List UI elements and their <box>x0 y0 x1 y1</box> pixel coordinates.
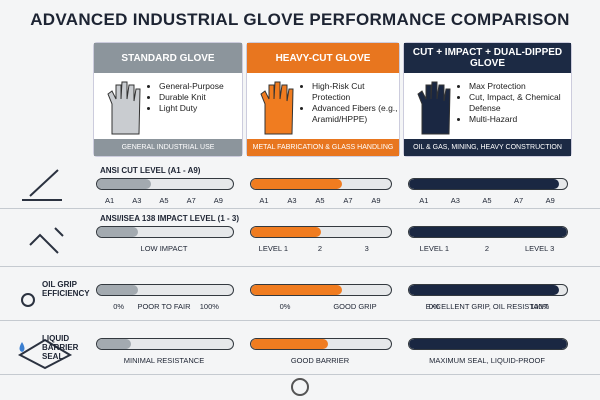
bullet-list: Max ProtectionCut, Impact, & Chemical De… <box>459 81 571 125</box>
gauge-label: A9 <box>371 196 381 205</box>
gauge-fill <box>97 227 138 237</box>
column-footer: METAL FABRICATION & GLASS HANDLING <box>247 139 399 156</box>
gauge-label: MINIMAL RESISTANCE <box>123 356 205 365</box>
column-header: HEAVY-CUT GLOVE <box>247 43 399 73</box>
gauge-bar <box>408 178 568 190</box>
row-label: ANSI CUT LEVEL (A1 - A9) <box>100 166 201 175</box>
gauge-fill <box>97 179 152 189</box>
gauge-label: POOR TO FAIR <box>137 302 191 311</box>
separator <box>0 266 600 267</box>
bullet: Cut, Impact, & Chemical Defense <box>469 92 571 114</box>
bullet: Durable Knit <box>159 92 224 103</box>
column-header: STANDARD GLOVE <box>94 43 242 73</box>
bullet-list: High-Risk Cut ProtectionAdvanced Fibers … <box>302 81 399 125</box>
title: ADVANCED INDUSTRIAL GLOVE PERFORMANCE CO… <box>30 10 570 29</box>
gauge-bar <box>96 284 234 296</box>
gauge-label: GOOD GRIP <box>333 302 377 311</box>
row-label: ANSI/ISEA 138 IMPACT LEVEL (1 - 3) <box>100 214 239 223</box>
bullet: Light Duty <box>159 103 224 114</box>
gauge-fill <box>97 285 138 295</box>
gauge-fill <box>409 339 567 349</box>
bullet: Multi-Hazard <box>469 114 571 125</box>
gauge-fill <box>409 179 560 189</box>
gauge-label: 0% <box>279 302 291 311</box>
gauge-label: LEVEL 3 <box>524 244 555 253</box>
gauge-bar <box>250 338 392 350</box>
gauge-label: 100% <box>530 302 550 311</box>
gauge-label: 3 <box>364 244 369 253</box>
bullet: General-Purpose <box>159 81 224 92</box>
gauge-bar <box>96 226 234 238</box>
gauge-label: A9 <box>213 196 223 205</box>
gauge-label: EXCELLENT GRIP, OIL RESISTANT <box>425 302 549 311</box>
gauge-label: 2 <box>317 244 323 253</box>
gauge-bar <box>408 284 568 296</box>
gauge-label: GOOD BARRIER <box>290 356 350 365</box>
gauge-label: A1 <box>259 196 269 205</box>
gauge-label: A5 <box>315 196 325 205</box>
gauge-bar <box>408 338 568 350</box>
gauge-fill <box>409 285 560 295</box>
bullet: Advanced Fibers (e.g., Aramid/HPPE) <box>312 103 399 125</box>
gauge-label: LEVEL 1 <box>258 244 288 253</box>
column-footer: OIL & GAS, MINING, HEAVY CONSTRUCTION <box>404 139 571 156</box>
gauge-bar <box>96 178 234 190</box>
gauge-label: LEVEL 1 <box>419 244 449 253</box>
gauge-label: A5 <box>159 196 169 205</box>
gauge-label: A3 <box>287 196 297 205</box>
gauge-fill <box>251 227 321 237</box>
gauge-label: 2 <box>484 244 490 253</box>
gauge-fill <box>251 285 342 295</box>
glove-icon <box>107 81 141 135</box>
gauge-label: A3 <box>132 196 142 205</box>
hammer-icon <box>29 227 64 254</box>
knife-icon <box>22 169 62 201</box>
logo <box>291 378 309 396</box>
gauge-label: A3 <box>450 196 460 205</box>
row-label: LIQUID BARRIER SEAL <box>42 334 79 361</box>
bullet: High-Risk Cut Protection <box>312 81 399 103</box>
gauge-fill <box>251 339 328 349</box>
gauge-label: A5 <box>482 196 492 205</box>
glove-icon <box>417 81 451 135</box>
gauge-fill <box>251 179 342 189</box>
wrench-icon <box>21 293 35 307</box>
separator <box>0 320 600 321</box>
gauge-fill <box>97 339 131 349</box>
column-card: STANDARD GLOVE General-PurposeDurable Kni… <box>93 42 243 157</box>
gauge-bar <box>250 178 392 190</box>
gauge-label: A7 <box>343 196 353 205</box>
column-card: HEAVY-CUT GLOVE High-Risk Cut ProtectionA… <box>246 42 400 157</box>
gauge-label: 100% <box>199 302 219 311</box>
gauge-label: 0% <box>113 302 125 311</box>
separator <box>0 208 600 209</box>
bullet-list: General-PurposeDurable KnitLight Duty <box>149 81 224 114</box>
gauge-label: A1 <box>419 196 429 205</box>
gauge-label: A9 <box>545 196 555 205</box>
gauge-bar <box>250 226 392 238</box>
seal-icon <box>17 338 73 370</box>
row-label: OIL GRIP EFFICIENCY <box>42 280 90 298</box>
glove-icon <box>260 81 294 135</box>
gauge-label: A7 <box>514 196 524 205</box>
gauge-label: LOW IMPACT <box>140 244 188 253</box>
gauge-label: A1 <box>105 196 115 205</box>
gauge-bar <box>250 284 392 296</box>
column-card: CUT + IMPACT + DUAL-DIPPED GLOVE Max Prot… <box>403 42 572 157</box>
gauge-label: 0% <box>428 302 440 311</box>
gauge-label: A7 <box>186 196 196 205</box>
gauge-label: MAXIMUM SEAL, LIQUID-PROOF <box>429 356 545 365</box>
gauge-bar <box>408 226 568 238</box>
bullet: Max Protection <box>469 81 571 92</box>
drop-icon <box>19 342 25 352</box>
column-footer: GENERAL INDUSTRIAL USE <box>94 139 242 156</box>
separator <box>0 374 600 375</box>
gauge-fill <box>409 227 567 237</box>
gauge-bar <box>96 338 234 350</box>
column-header: CUT + IMPACT + DUAL-DIPPED GLOVE <box>404 43 571 73</box>
